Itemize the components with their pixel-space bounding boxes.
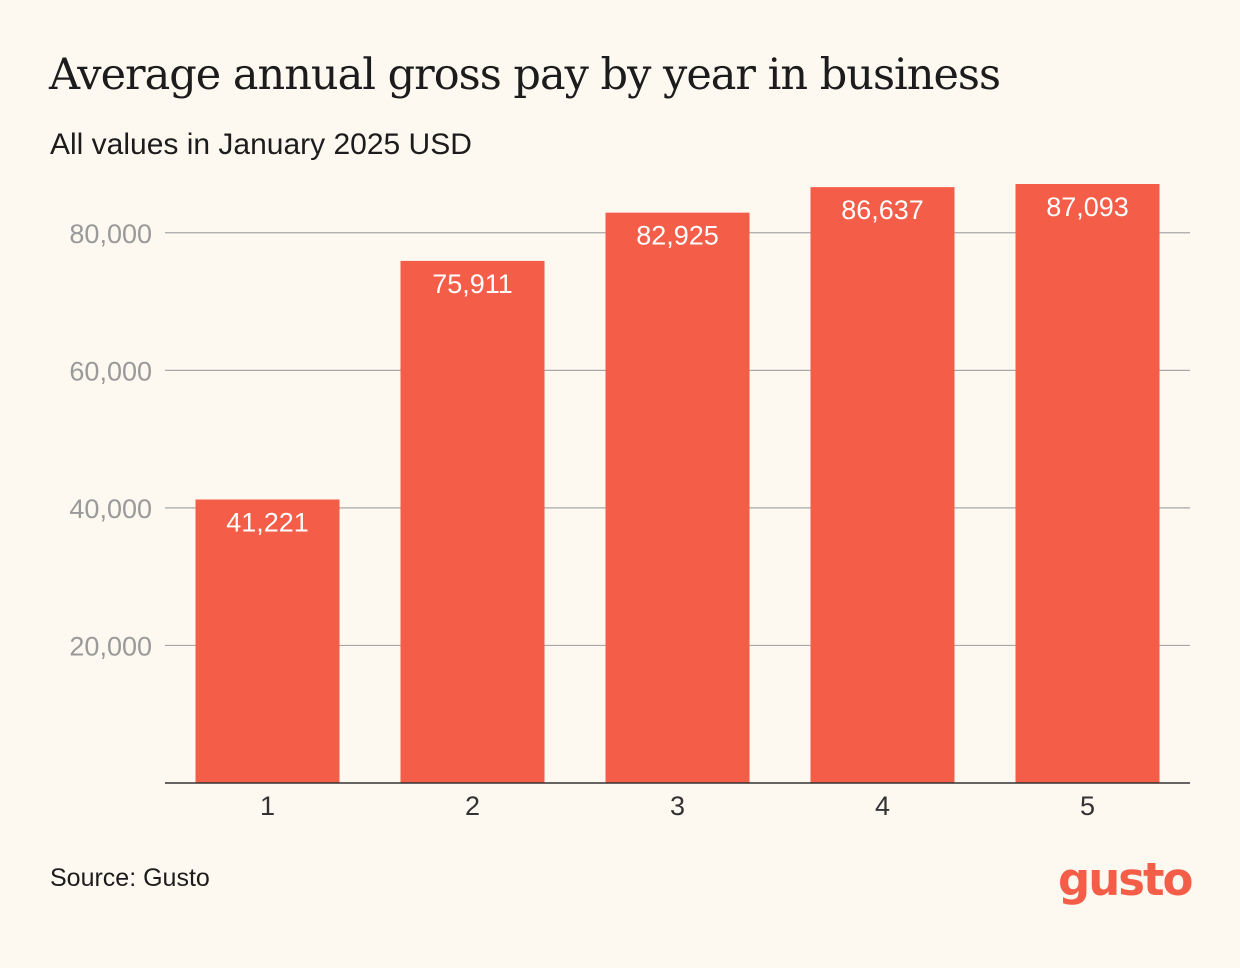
labels: 20,000 40,000 60,000 80,000 41,221 1 75,911 2 82… <box>69 192 1128 821</box>
y-tick-label: 40,000 <box>69 494 152 524</box>
y-tick-label: 60,000 <box>69 356 152 386</box>
x-tick-label: 5 <box>1080 791 1095 821</box>
chart-subtitle: All values in January 2025 USD <box>50 128 472 161</box>
y-tick-label: 80,000 <box>69 219 152 249</box>
bar-value-label: 86,637 <box>841 195 924 225</box>
source-note: Source: Gusto <box>50 864 210 892</box>
bar <box>1015 184 1160 783</box>
bar-value-label: 41,221 <box>226 507 309 537</box>
bar <box>400 260 545 783</box>
bar <box>605 212 750 784</box>
y-tick-label: 20,000 <box>69 631 152 661</box>
bar <box>810 187 955 783</box>
bar-value-label: 82,925 <box>636 221 719 251</box>
bar-value-label: 87,093 <box>1046 192 1129 222</box>
bar <box>195 499 340 783</box>
chart-title: Average annual gross pay by year in busi… <box>49 50 1001 100</box>
bar-value-label: 75,911 <box>432 269 513 299</box>
x-tick-label: 3 <box>670 791 685 821</box>
x-tick-label: 4 <box>875 791 890 821</box>
gusto-logo: gusto <box>1058 853 1193 906</box>
x-tick-label: 1 <box>260 791 275 821</box>
bars <box>195 184 1160 784</box>
x-tick-label: 2 <box>465 791 480 821</box>
